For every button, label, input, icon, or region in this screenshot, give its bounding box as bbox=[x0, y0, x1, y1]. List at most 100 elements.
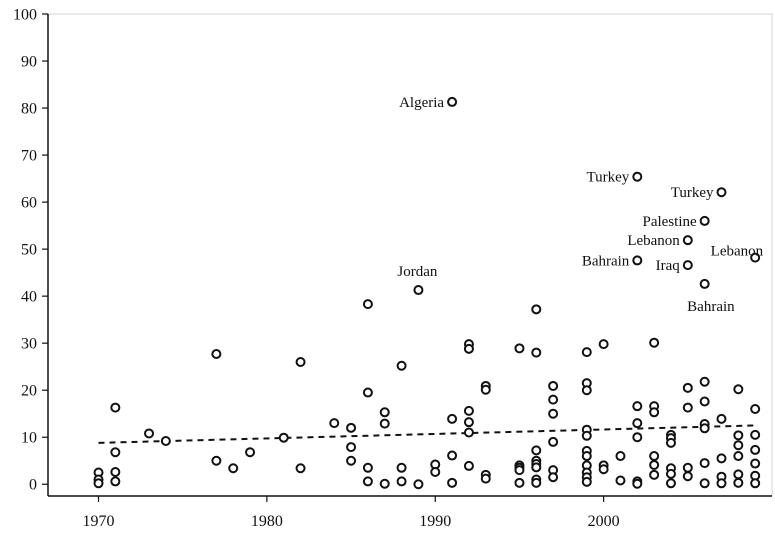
data-point bbox=[144, 428, 155, 439]
data-point bbox=[211, 348, 222, 359]
data-point bbox=[480, 473, 491, 484]
data-point bbox=[632, 255, 643, 266]
point-annotation: Bahrain bbox=[687, 299, 735, 315]
data-point bbox=[548, 472, 559, 483]
data-point bbox=[699, 215, 710, 226]
x-tick-label: 1980 bbox=[251, 513, 283, 530]
data-point bbox=[750, 429, 761, 440]
data-point bbox=[682, 235, 693, 246]
data-point bbox=[581, 476, 592, 487]
data-point bbox=[295, 463, 306, 474]
plot-frame bbox=[47, 13, 773, 497]
data-point bbox=[548, 380, 559, 391]
data-point bbox=[682, 471, 693, 482]
data-point bbox=[649, 451, 660, 462]
point-annotation: Palestine bbox=[642, 214, 696, 230]
data-point bbox=[581, 430, 592, 441]
data-point bbox=[699, 396, 710, 407]
data-point bbox=[413, 285, 424, 296]
data-point bbox=[699, 278, 710, 289]
data-point bbox=[598, 339, 609, 350]
data-point bbox=[716, 453, 727, 464]
data-point bbox=[716, 187, 727, 198]
data-point bbox=[733, 440, 744, 451]
data-point bbox=[480, 384, 491, 395]
data-point bbox=[362, 462, 373, 473]
data-point bbox=[649, 459, 660, 470]
y-tick-label: 40 bbox=[21, 289, 37, 306]
data-point bbox=[649, 407, 660, 418]
data-point bbox=[682, 402, 693, 413]
data-point bbox=[632, 432, 643, 443]
data-point bbox=[463, 427, 474, 438]
point-annotation: Lebanon bbox=[711, 244, 764, 260]
data-point bbox=[110, 402, 121, 413]
data-point bbox=[362, 299, 373, 310]
data-point bbox=[531, 477, 542, 488]
data-point bbox=[531, 304, 542, 315]
data-point bbox=[447, 477, 458, 488]
data-point bbox=[716, 478, 727, 489]
data-point bbox=[598, 464, 609, 475]
point-annotation: Turkey bbox=[587, 170, 630, 186]
data-point bbox=[548, 394, 559, 405]
data-point bbox=[514, 477, 525, 488]
data-point bbox=[733, 477, 744, 488]
data-point bbox=[531, 462, 542, 473]
data-point bbox=[160, 435, 171, 446]
data-point bbox=[750, 478, 761, 489]
data-point bbox=[750, 458, 761, 469]
x-tick-label: 1970 bbox=[83, 513, 115, 530]
data-point bbox=[362, 476, 373, 487]
data-point bbox=[682, 260, 693, 271]
data-point bbox=[581, 451, 592, 462]
data-point bbox=[750, 252, 761, 263]
y-tick-label: 30 bbox=[21, 336, 37, 353]
data-point bbox=[581, 347, 592, 358]
data-point bbox=[396, 462, 407, 473]
data-point bbox=[447, 413, 458, 424]
data-point bbox=[110, 447, 121, 458]
data-point bbox=[733, 469, 744, 480]
data-point bbox=[396, 476, 407, 487]
data-point bbox=[665, 437, 676, 448]
data-point bbox=[548, 408, 559, 419]
data-point bbox=[682, 462, 693, 473]
data-point bbox=[93, 478, 104, 489]
data-point bbox=[329, 418, 340, 429]
data-point bbox=[228, 463, 239, 474]
y-tick-label: 50 bbox=[21, 242, 37, 259]
data-point bbox=[295, 356, 306, 367]
data-point bbox=[750, 404, 761, 415]
data-point bbox=[733, 451, 744, 462]
data-point bbox=[379, 478, 390, 489]
data-point bbox=[245, 447, 256, 458]
data-point bbox=[682, 382, 693, 393]
data-point bbox=[110, 476, 121, 487]
data-point bbox=[514, 465, 525, 476]
x-tick-label: 1990 bbox=[419, 513, 451, 530]
data-point bbox=[514, 343, 525, 354]
data-point bbox=[733, 430, 744, 441]
data-point bbox=[346, 455, 357, 466]
data-point bbox=[346, 442, 357, 453]
data-point bbox=[278, 432, 289, 443]
data-point bbox=[665, 478, 676, 489]
data-point bbox=[632, 418, 643, 429]
data-point bbox=[463, 405, 474, 416]
x-tick-label: 2000 bbox=[588, 513, 620, 530]
data-point bbox=[716, 413, 727, 424]
data-point bbox=[649, 337, 660, 348]
y-tick-label: 20 bbox=[21, 383, 37, 400]
data-point bbox=[463, 417, 474, 428]
data-point bbox=[379, 407, 390, 418]
point-annotation: Bahrain bbox=[582, 253, 630, 269]
y-tick-label: 90 bbox=[21, 54, 37, 71]
point-annotation: Jordan bbox=[397, 264, 437, 280]
data-point bbox=[531, 445, 542, 456]
data-point bbox=[649, 469, 660, 480]
data-point bbox=[447, 96, 458, 107]
data-point bbox=[211, 455, 222, 466]
data-point bbox=[463, 460, 474, 471]
